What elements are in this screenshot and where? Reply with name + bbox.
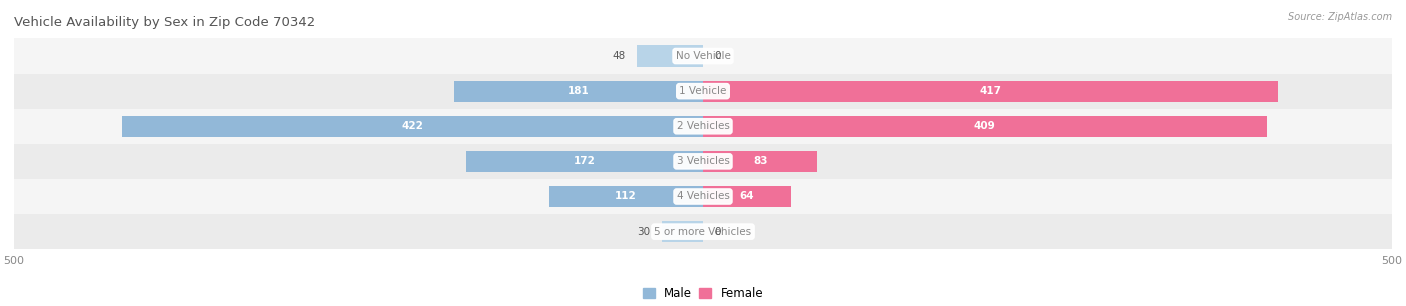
Bar [14, 109, 1392, 144]
Text: Source: ZipAtlas.com: Source: ZipAtlas.com [1288, 12, 1392, 22]
Text: No Vehicle: No Vehicle [675, 51, 731, 61]
Text: 3 Vehicles: 3 Vehicles [676, 156, 730, 166]
Bar [14, 144, 1392, 179]
Bar [121, 116, 703, 137]
Text: 64: 64 [740, 192, 755, 201]
Bar [703, 186, 792, 207]
Bar [637, 46, 703, 67]
Bar [703, 116, 1267, 137]
Bar [465, 151, 703, 172]
Text: 48: 48 [613, 51, 626, 61]
Text: 2 Vehicles: 2 Vehicles [676, 121, 730, 131]
Text: 0: 0 [714, 51, 720, 61]
Text: 30: 30 [637, 227, 651, 237]
Bar [703, 151, 817, 172]
Text: 5 or more Vehicles: 5 or more Vehicles [654, 227, 752, 237]
Text: 172: 172 [574, 156, 595, 166]
Text: 181: 181 [568, 86, 589, 96]
Bar [454, 80, 703, 102]
Text: 83: 83 [754, 156, 768, 166]
Bar [14, 179, 1392, 214]
Text: 409: 409 [974, 121, 995, 131]
Bar [662, 221, 703, 242]
Text: 1 Vehicle: 1 Vehicle [679, 86, 727, 96]
Legend: Male, Female: Male, Female [638, 282, 768, 305]
Bar [703, 80, 1278, 102]
Bar [548, 186, 703, 207]
Text: 422: 422 [401, 121, 423, 131]
Text: 417: 417 [980, 86, 1001, 96]
Bar [14, 214, 1392, 249]
Text: 0: 0 [714, 227, 720, 237]
Text: 112: 112 [614, 192, 637, 201]
Bar [14, 73, 1392, 109]
Text: Vehicle Availability by Sex in Zip Code 70342: Vehicle Availability by Sex in Zip Code … [14, 16, 315, 28]
Bar [14, 39, 1392, 73]
Text: 4 Vehicles: 4 Vehicles [676, 192, 730, 201]
